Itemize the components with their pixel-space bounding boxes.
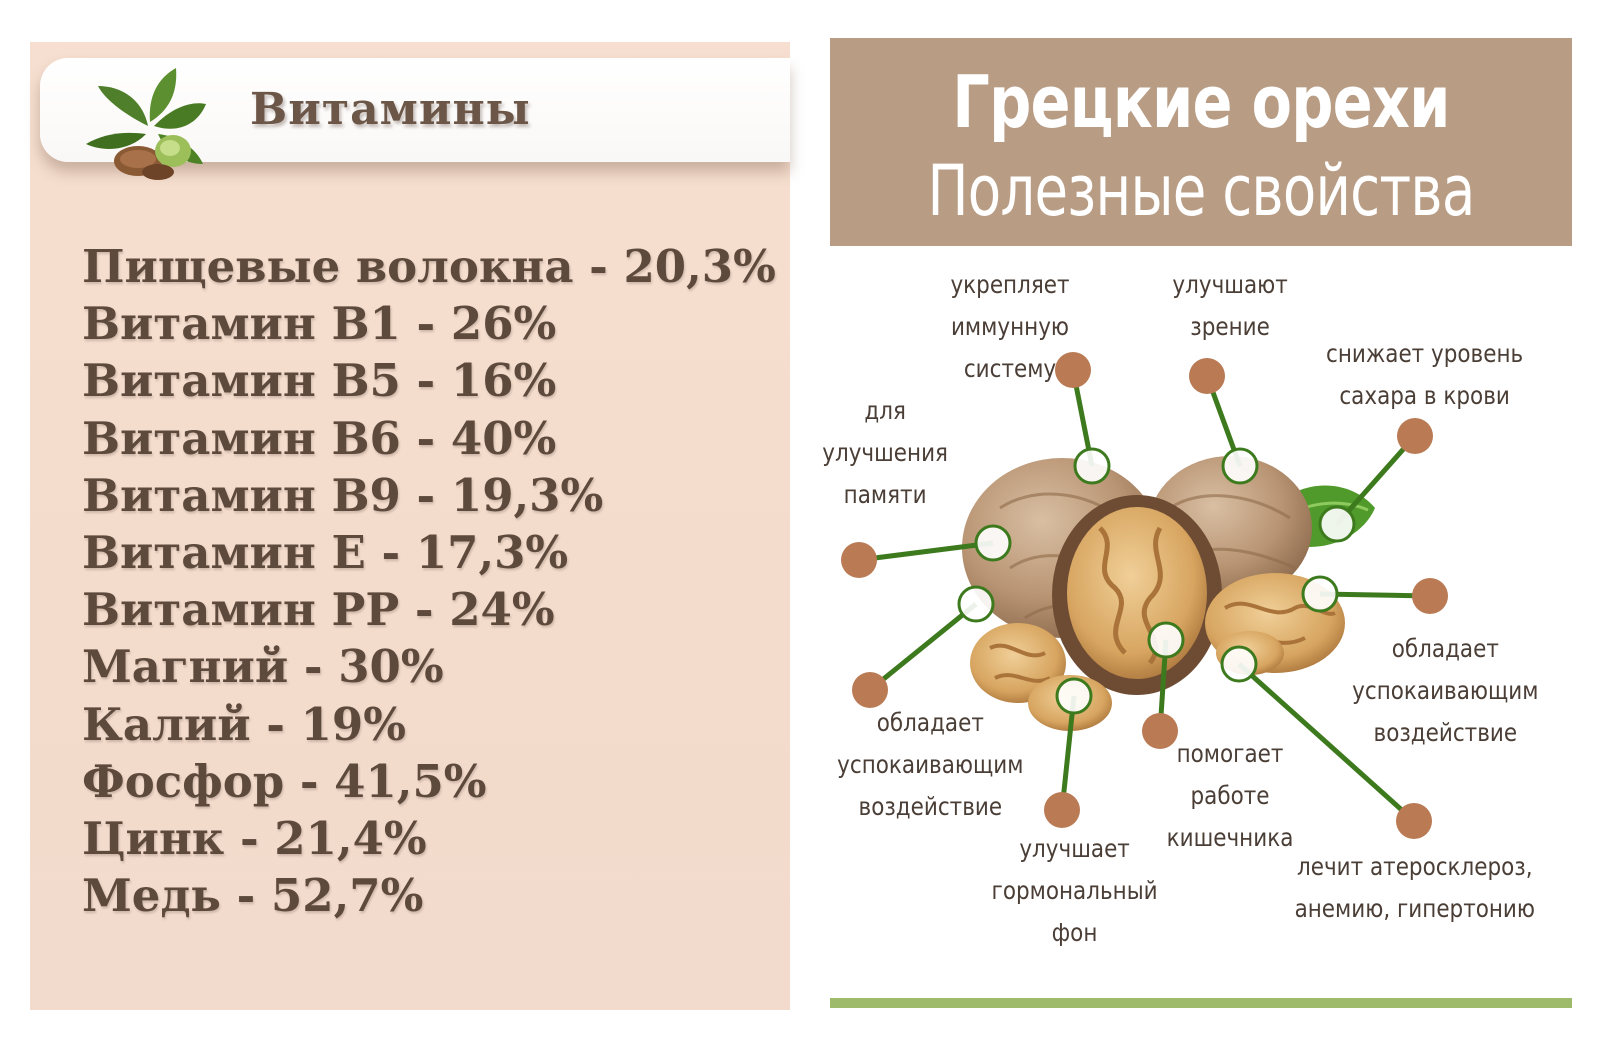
page-subtitle: Полезные свойства — [927, 150, 1475, 232]
vitamin-item-b5: Витамин В5 - 16% — [82, 354, 557, 408]
vitamins-panel: Витамины Пищевые волокна - 20,3% Витамин… — [30, 42, 790, 1010]
vitamin-item-b9: Витамин В9 - 19,3% — [82, 468, 604, 522]
bottom-divider — [830, 998, 1572, 1008]
mineral-item-potassium: Калий - 19% — [82, 697, 406, 751]
vitamin-item-b1: Витамин В1 - 26% — [82, 297, 557, 351]
benefit-hormonal: улучшает гормональный фон — [991, 834, 1159, 947]
page-title: Грецкие орехи — [952, 60, 1450, 144]
walnut-benefits-panel: Грецкие орехи Полезные свойства — [822, 38, 1572, 1008]
walnut-leaves-icon — [86, 68, 206, 180]
benefit-atherosclerosis: лечит атеросклероз, анемию, гипертонию — [1294, 852, 1536, 923]
mineral-item-phosphorus: Фосфор - 41,5% — [82, 754, 487, 808]
vitamin-item-b6: Витамин В6 - 40% — [82, 411, 557, 465]
benefit-vision: улучшают зрение — [1172, 270, 1288, 341]
vitamin-item-e: Витамин Е - 17,3% — [82, 526, 569, 580]
benefits-diagram — [841, 352, 1448, 839]
benefit-digestion: помогает работе кишечника — [1166, 739, 1294, 852]
marker-points — [957, 447, 1356, 715]
benefit-calming-left: обладает успокаивающим воздействие — [836, 708, 1024, 821]
benefit-dots — [841, 352, 1448, 839]
vitamin-item-fiber: Пищевые волокна - 20,3% — [82, 240, 776, 293]
vitamins-title: Витамины — [250, 84, 531, 135]
vitamin-list: Пищевые волокна - 20,3% Витамин В1 - 26%… — [82, 238, 776, 924]
benefit-calming-right: обладает успокаивающим воздействие — [1351, 634, 1539, 747]
benefit-blood-sugar: снижает уровень сахара в крови — [1326, 339, 1524, 410]
vitamin-item-pp: Витамин РР - 24% — [82, 583, 555, 637]
mineral-item-zinc: Цинк - 21,4% — [82, 812, 427, 866]
vitamins-header: Витамины — [40, 58, 790, 180]
mineral-item-magnesium: Магний - 30% — [82, 640, 444, 694]
mineral-item-copper: Медь - 52,7% — [82, 869, 424, 923]
benefit-memory: для улучшения памяти — [822, 396, 948, 509]
title-box: Грецкие орехи Полезные свойства — [830, 38, 1572, 246]
benefit-immune: укрепляет иммунную систему — [950, 270, 1070, 383]
